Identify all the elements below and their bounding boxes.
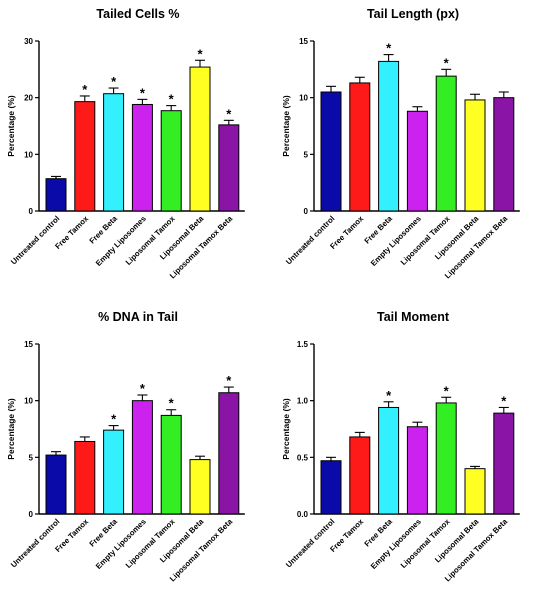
significance-marker: * xyxy=(197,46,203,61)
y-tick-label: 0.5 xyxy=(297,453,309,462)
chart-title: Tail Length (px) xyxy=(367,7,459,21)
x-tick-label: Empty Liposomes xyxy=(369,517,423,571)
x-tick-label: Untreated control xyxy=(9,517,61,569)
bar xyxy=(493,97,515,212)
chart-svg: Tail Moment Percentage (%) 0.0 0.5 1.0 1.5 Unt… xyxy=(281,310,520,583)
bar xyxy=(464,99,486,212)
y-tick-label: 15 xyxy=(299,37,308,46)
bar xyxy=(349,436,371,515)
chart-svg: % DNA in Tail Percentage (%) 0 5 10 15 Untreat… xyxy=(6,310,245,583)
y-tick-label: 10 xyxy=(299,94,308,103)
bar xyxy=(435,402,457,515)
y-axis-label: Percentage (%) xyxy=(6,95,16,157)
x-tick-label: Empty Liposomes xyxy=(369,214,423,268)
y-tick-label: 0 xyxy=(29,207,34,216)
significance-marker: * xyxy=(140,381,146,396)
x-tick-label: Liposomal Tamox xyxy=(124,517,177,570)
y-axis-label: Percentage (%) xyxy=(281,95,291,157)
bar xyxy=(103,93,125,212)
x-tick-label: Liposomal Tamox xyxy=(399,517,452,570)
bar xyxy=(464,468,486,515)
bar xyxy=(103,429,125,515)
y-tick-label: 0 xyxy=(304,207,309,216)
bar xyxy=(218,392,240,515)
chart-svg: Tailed Cells % Percentage (%) 0 10 20 30 Untre… xyxy=(6,7,245,280)
y-tick-label: 15 xyxy=(24,340,33,349)
significance-marker: * xyxy=(111,74,117,89)
x-tick-label: Liposomal Tamox xyxy=(399,214,452,267)
chart-title: Tailed Cells % xyxy=(96,7,179,21)
bar xyxy=(493,412,515,515)
bar xyxy=(218,124,240,212)
y-tick-label: 0 xyxy=(29,510,34,519)
bar xyxy=(131,103,153,212)
y-tick-label: 30 xyxy=(24,37,33,46)
significance-marker: * xyxy=(226,373,232,388)
x-tick-label: Empty Liposomes xyxy=(94,517,148,571)
x-tick-label: Liposomal Tamox xyxy=(124,214,177,267)
x-tick-label: Untreated control xyxy=(284,214,336,266)
chart-svg: Tail Length (px) Percentage (%) 0 5 10 15 Untr… xyxy=(281,7,520,280)
x-tick-label: Untreated control xyxy=(284,517,336,569)
bar xyxy=(160,110,182,212)
bar xyxy=(189,66,211,212)
significance-marker: * xyxy=(501,393,507,408)
y-axis-label: Percentage (%) xyxy=(6,398,16,460)
bar xyxy=(320,91,342,212)
bar xyxy=(160,414,182,515)
x-tick-label: Empty Liposomes xyxy=(94,214,148,268)
bar xyxy=(45,454,67,515)
bar xyxy=(406,426,428,515)
bar xyxy=(74,101,96,212)
chart-panel-tailed-cells: Tailed Cells % Percentage (%) 0 10 20 30 Untre… xyxy=(0,0,275,303)
bar xyxy=(349,82,371,212)
significance-marker: * xyxy=(140,85,146,100)
y-tick-label: 1.5 xyxy=(297,340,309,349)
chart-panel-tail-moment: Tail Moment Percentage (%) 0.0 0.5 1.0 1.5 Unt… xyxy=(275,303,550,606)
bar xyxy=(45,178,67,212)
y-tick-label: 10 xyxy=(24,397,33,406)
bar xyxy=(406,110,428,212)
significance-marker: * xyxy=(111,412,117,427)
chart-title: Tail Moment xyxy=(377,310,450,324)
bar xyxy=(189,459,211,515)
significance-marker: * xyxy=(444,55,450,70)
chart-panel-tail-length: Tail Length (px) Percentage (%) 0 5 10 15 Untr… xyxy=(275,0,550,303)
bar xyxy=(131,400,153,515)
chart-panel-dna-in-tail: % DNA in Tail Percentage (%) 0 5 10 15 Untreat… xyxy=(0,303,275,606)
bar xyxy=(378,60,400,212)
y-axis-label: Percentage (%) xyxy=(281,398,291,460)
significance-marker: * xyxy=(82,82,88,97)
y-tick-label: 20 xyxy=(24,94,33,103)
y-tick-label: 0.0 xyxy=(297,510,309,519)
chart-title: % DNA in Tail xyxy=(98,310,178,324)
significance-marker: * xyxy=(386,41,392,56)
significance-marker: * xyxy=(169,92,175,107)
y-tick-label: 5 xyxy=(304,150,309,159)
y-tick-label: 1.0 xyxy=(297,397,309,406)
bar xyxy=(378,406,400,515)
bar xyxy=(435,75,457,212)
y-tick-label: 5 xyxy=(29,453,34,462)
significance-marker: * xyxy=(226,106,232,121)
y-tick-label: 10 xyxy=(24,150,33,159)
significance-marker: * xyxy=(386,388,392,403)
bar xyxy=(320,460,342,515)
x-tick-label: Untreated control xyxy=(9,214,61,266)
significance-marker: * xyxy=(169,396,175,411)
significance-marker: * xyxy=(444,383,450,398)
bar xyxy=(74,440,96,515)
